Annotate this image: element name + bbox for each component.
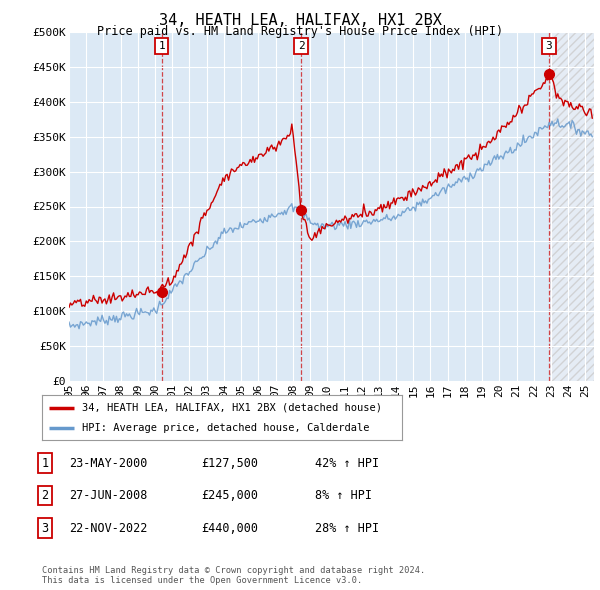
Text: £245,000: £245,000 bbox=[201, 489, 258, 502]
Text: £127,500: £127,500 bbox=[201, 457, 258, 470]
Text: 34, HEATH LEA, HALIFAX, HX1 2BX (detached house): 34, HEATH LEA, HALIFAX, HX1 2BX (detache… bbox=[82, 403, 382, 412]
Text: HPI: Average price, detached house, Calderdale: HPI: Average price, detached house, Cald… bbox=[82, 424, 369, 434]
Text: Price paid vs. HM Land Registry's House Price Index (HPI): Price paid vs. HM Land Registry's House … bbox=[97, 25, 503, 38]
Text: 1: 1 bbox=[158, 41, 165, 51]
Text: 23-MAY-2000: 23-MAY-2000 bbox=[69, 457, 148, 470]
Bar bbox=[549, 32, 594, 381]
Text: £440,000: £440,000 bbox=[201, 522, 258, 535]
Text: Contains HM Land Registry data © Crown copyright and database right 2024.
This d: Contains HM Land Registry data © Crown c… bbox=[42, 566, 425, 585]
Text: 22-NOV-2022: 22-NOV-2022 bbox=[69, 522, 148, 535]
Text: 8% ↑ HPI: 8% ↑ HPI bbox=[315, 489, 372, 502]
Text: 2: 2 bbox=[298, 41, 305, 51]
Text: 3: 3 bbox=[545, 41, 553, 51]
Text: 42% ↑ HPI: 42% ↑ HPI bbox=[315, 457, 379, 470]
Text: 1: 1 bbox=[41, 457, 49, 470]
Text: 3: 3 bbox=[41, 522, 49, 535]
Text: 2: 2 bbox=[41, 489, 49, 502]
Bar bbox=[549, 32, 594, 381]
Text: 28% ↑ HPI: 28% ↑ HPI bbox=[315, 522, 379, 535]
Text: 27-JUN-2008: 27-JUN-2008 bbox=[69, 489, 148, 502]
Text: 34, HEATH LEA, HALIFAX, HX1 2BX: 34, HEATH LEA, HALIFAX, HX1 2BX bbox=[158, 13, 442, 28]
